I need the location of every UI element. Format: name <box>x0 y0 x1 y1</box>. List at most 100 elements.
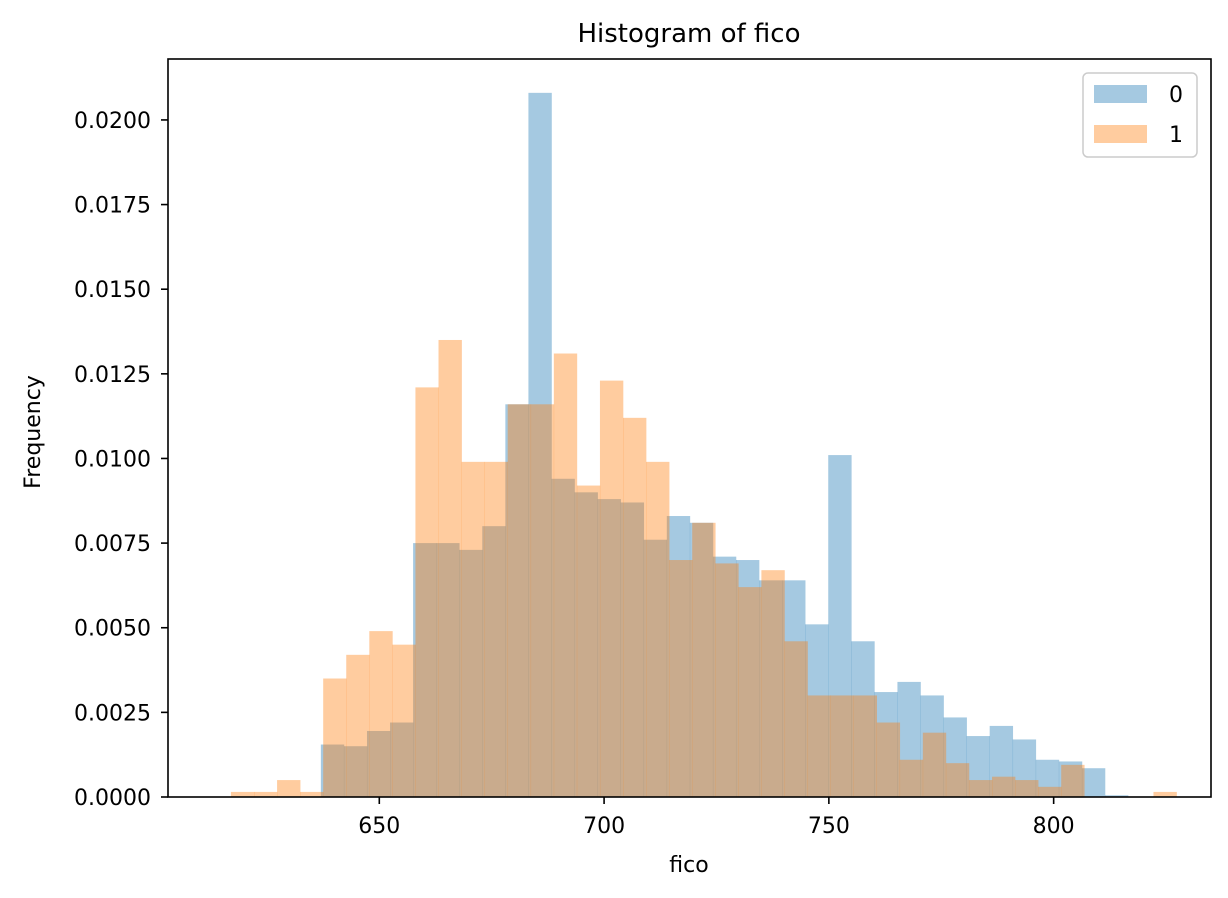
histogram-bar <box>505 404 529 797</box>
histogram-bar <box>323 678 347 797</box>
histogram-bar <box>968 780 993 797</box>
histogram-bar <box>574 492 598 797</box>
histogram-bar <box>899 759 924 797</box>
histogram-bar <box>597 499 621 797</box>
histogram-bar <box>876 722 901 797</box>
histogram-bar <box>576 485 601 797</box>
histogram-bar <box>482 526 506 797</box>
y-tick-label: 0.0200 <box>74 109 151 134</box>
chart-title: Histogram of fico <box>577 19 800 49</box>
histogram-bar <box>782 580 806 797</box>
y-tick-label: 0.0125 <box>74 363 151 388</box>
x-tick-label: 700 <box>583 814 625 839</box>
y-axis-label: Frequency <box>21 375 46 489</box>
histogram-bar <box>666 516 691 797</box>
histogram-bar <box>992 776 1016 797</box>
histogram-bar <box>346 654 370 797</box>
histogram-bar <box>390 722 414 797</box>
plot-frame <box>167 58 1212 798</box>
histogram-bar <box>1058 761 1083 797</box>
legend-box <box>1082 72 1198 158</box>
histogram-bar <box>966 736 990 797</box>
histogram-bar <box>945 763 970 797</box>
histogram-bar <box>897 681 921 797</box>
histogram-bar <box>738 587 762 797</box>
histogram-bar <box>436 543 460 797</box>
histogram-bar <box>1038 786 1062 797</box>
histogram-bar <box>553 353 578 797</box>
histogram-bar <box>300 791 324 797</box>
histogram-bar <box>461 461 485 797</box>
y-axis: 0.0000 0.0025 0.0050 0.0075 0.0100 0.0125 0.01… <box>74 109 168 811</box>
histogram-bar <box>277 780 301 797</box>
histogram-bar <box>1104 795 1129 797</box>
histogram-bar <box>851 641 875 797</box>
histogram-bar <box>920 695 944 797</box>
histogram-bar <box>669 560 693 797</box>
histogram-bar <box>805 624 829 797</box>
y-tick-label: 0.0100 <box>74 447 151 472</box>
histogram-series <box>230 92 1177 798</box>
legend-label: 0 <box>1169 83 1183 108</box>
histogram-bar <box>230 791 255 797</box>
x-axis: 650 700 750 800 <box>358 797 1075 839</box>
y-tick-label: 0.0025 <box>74 701 151 726</box>
histogram-bar <box>828 455 852 797</box>
histogram-bar <box>643 539 668 797</box>
y-tick-label: 0.0050 <box>74 617 151 642</box>
histogram-bar <box>735 560 760 797</box>
y-tick-label: 0.0075 <box>74 532 151 557</box>
histogram-bar <box>551 478 575 797</box>
histogram-bar <box>689 522 714 797</box>
x-tick-label: 800 <box>1033 814 1075 839</box>
histogram-bar <box>415 387 439 797</box>
histogram-bar <box>784 641 808 797</box>
histogram-bar <box>807 695 831 797</box>
histogram-bar <box>1061 764 1085 797</box>
histogram-bar <box>599 380 624 797</box>
histogram-bar <box>853 695 877 797</box>
histogram-bar <box>366 730 391 797</box>
x-tick-label: 750 <box>808 814 850 839</box>
histogram-bar <box>692 522 716 797</box>
histogram-bar <box>646 461 670 797</box>
histogram-bar <box>438 339 462 797</box>
x-tick-label: 650 <box>358 814 400 839</box>
histogram-bar <box>1081 768 1106 797</box>
histogram-bar <box>922 732 947 797</box>
y-tick-label: 0.0175 <box>74 194 151 219</box>
histogram-bar <box>1015 780 1039 797</box>
histogram-bar <box>830 695 854 797</box>
histogram-bar <box>320 744 345 797</box>
histogram-bar <box>874 692 898 797</box>
histogram-bar <box>761 570 785 797</box>
histogram-bar <box>413 543 437 797</box>
histogram-bar <box>392 644 416 797</box>
y-tick-label: 0.0000 <box>74 786 151 811</box>
legend-swatch <box>1094 125 1147 143</box>
histogram-bar <box>459 549 483 797</box>
histogram-bar <box>623 417 647 797</box>
histogram-bar <box>484 461 508 797</box>
histogram-bar <box>343 746 368 797</box>
histogram-bar <box>712 556 737 797</box>
histogram-bar <box>369 631 393 797</box>
series-0 <box>320 92 1129 798</box>
histogram-bar <box>530 404 555 797</box>
histogram-bar <box>528 92 552 798</box>
histogram-bar <box>507 404 532 797</box>
histogram-bar <box>620 502 645 797</box>
legend-label: 1 <box>1169 123 1183 148</box>
histogram-bar <box>715 563 739 797</box>
histogram-bar <box>1153 791 1177 797</box>
series-1 <box>230 339 1177 797</box>
legend: 01 <box>1082 72 1198 158</box>
y-tick-label: 0.0150 <box>74 278 151 303</box>
histogram-bar <box>1035 759 1060 797</box>
histogram-bar <box>989 725 1014 797</box>
x-axis-label: fico <box>669 853 708 878</box>
histogram-bar <box>254 791 278 797</box>
histogram-bar <box>943 717 967 797</box>
